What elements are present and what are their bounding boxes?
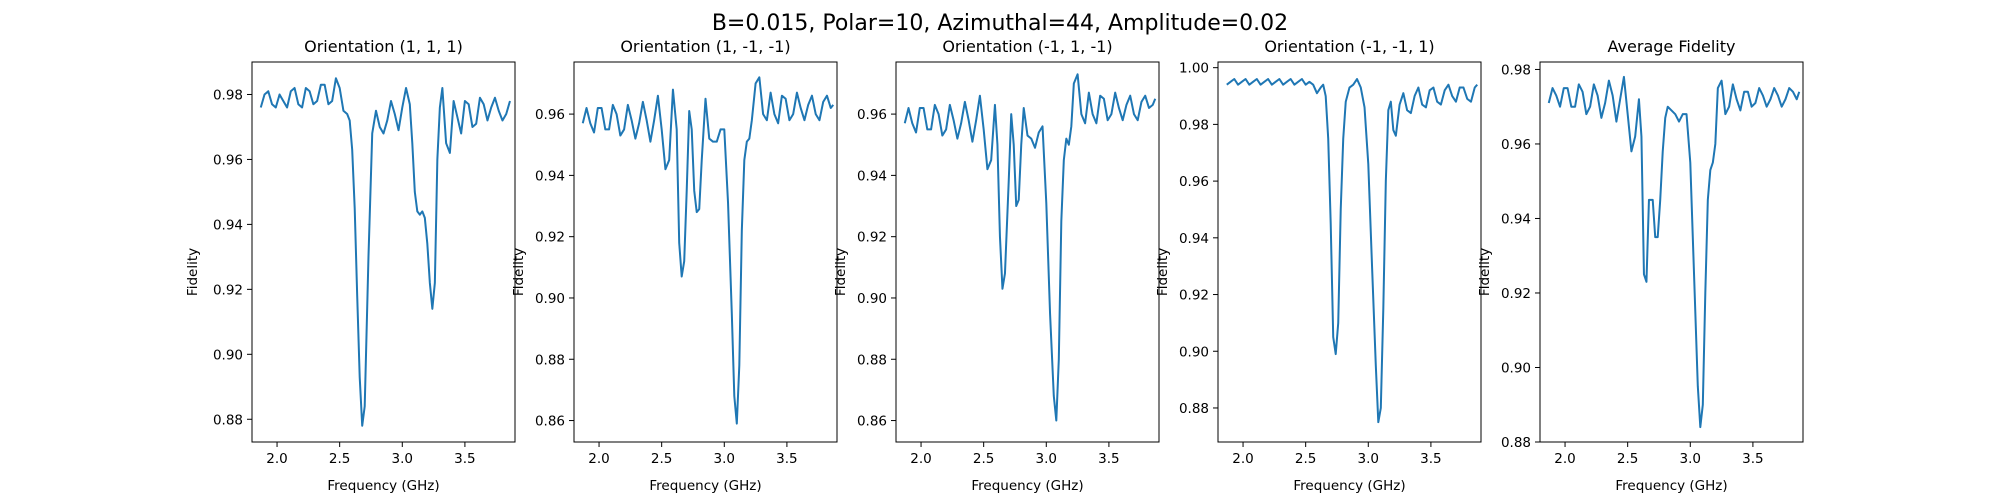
y-tick-label: 0.88 [213,412,243,428]
plot-area: 2.0 2.5 3.0 3.5 0.86 0.88 0.90 0.92 0.94 0.96 [857,61,1160,467]
series-line [259,77,511,427]
y-tick-label: 0.90 [1501,360,1531,376]
x-tick-label: 3.5 [1420,451,1441,467]
y-tick-label: 0.86 [857,414,887,430]
x-tick-label: 3.0 [1358,451,1379,467]
axes-frame [573,61,838,443]
y-tick-label: 0.94 [213,217,243,233]
y-tick-label: 0.90 [535,291,565,307]
plot-area: 2.0 2.5 3.0 3.5 0.88 0.90 0.92 0.94 0.96 0.98 1.00 [1179,61,1482,467]
x-tick-label: 2.5 [973,451,994,467]
x-tick-label: 2.0 [910,451,931,467]
y-tick-label: 0.98 [1501,62,1531,78]
series-line [1547,75,1801,429]
y-axis-label: Fidelity [833,248,849,296]
x-tick-label: 3.0 [1680,451,1701,467]
x-axis-label: Frequency (GHz) [1293,478,1405,494]
subplot: Orientation (1, 1, 1) Frequency (GHz) Fi… [185,37,516,494]
y-tick-label: 1.00 [1179,61,1209,77]
x-axis-label: Frequency (GHz) [971,478,1083,494]
y-tick-label: 0.88 [1501,435,1531,451]
x-tick-label: 3.0 [714,451,735,467]
y-axis-label: Fidelity [1477,248,1493,296]
y-tick-label: 0.96 [1501,137,1531,153]
y-tick-label: 0.92 [857,230,887,246]
y-tick-label: 0.88 [857,352,887,368]
y-tick-label: 0.96 [213,152,243,168]
x-tick-label: 2.0 [1554,451,1575,467]
y-tick-label: 0.90 [213,347,243,363]
subplot: Average Fidelity Frequency (GHz) Fidelit… [1477,37,1804,494]
y-axis-label: Fidelity [185,248,201,296]
plot-area: 2.0 2.5 3.0 3.5 0.88 0.90 0.92 0.94 0.96 0.98 [1501,61,1804,467]
y-tick-label: 0.96 [857,107,887,123]
x-tick-label: 3.0 [1036,451,1057,467]
y-tick-label: 0.94 [535,168,565,184]
axes-frame [1217,61,1482,443]
subplot: Orientation (-1, -1, 1) Frequency (GHz) … [1155,37,1482,494]
y-tick-label: 0.88 [1179,401,1209,417]
axes-frame [1539,61,1804,443]
subplot: Orientation (1, -1, -1) Frequency (GHz) … [511,37,838,494]
y-tick-label: 0.92 [1501,286,1531,302]
subplot-title: Orientation (-1, 1, -1) [942,37,1112,56]
y-tick-label: 0.90 [857,291,887,307]
y-axis-label: Fidelity [1155,248,1171,296]
y-tick-label: 0.90 [1179,344,1209,360]
figure-suptitle: B=0.015, Polar=10, Azimuthal=44, Amplitu… [712,11,1288,36]
subplot-title: Orientation (1, 1, 1) [304,37,463,56]
subplot-title: Orientation (-1, -1, 1) [1264,37,1434,56]
axes-frame [251,61,516,443]
y-tick-label: 0.94 [1179,231,1209,247]
y-tick-label: 0.98 [1179,117,1209,133]
x-axis-label: Frequency (GHz) [649,478,761,494]
plot-area: 2.0 2.5 3.0 3.5 0.86 0.88 0.90 0.92 0.94 0.96 [535,61,838,467]
series-line [903,73,1157,422]
x-tick-label: 3.0 [392,451,413,467]
subplot-title: Average Fidelity [1608,37,1736,56]
x-tick-label: 2.5 [329,451,350,467]
y-tick-label: 0.92 [535,230,565,246]
subplot: Orientation (-1, 1, -1) Frequency (GHz) … [833,37,1160,494]
x-tick-label: 3.5 [776,451,797,467]
y-tick-label: 0.96 [535,107,565,123]
x-axis-label: Frequency (GHz) [327,478,439,494]
axes-frame [895,61,1160,443]
x-tick-label: 2.0 [266,451,287,467]
y-tick-label: 0.92 [213,282,243,298]
subplot-title: Orientation (1, -1, -1) [620,37,790,56]
x-tick-label: 2.0 [1232,451,1253,467]
y-axis-label: Fidelity [511,248,527,296]
y-tick-label: 0.96 [1179,174,1209,190]
y-tick-label: 0.92 [1179,288,1209,304]
x-tick-label: 2.5 [1617,451,1638,467]
x-tick-label: 2.0 [588,451,609,467]
y-tick-label: 0.94 [857,168,887,184]
y-tick-label: 0.86 [535,414,565,430]
y-tick-label: 0.88 [535,352,565,368]
y-tick-label: 0.94 [1501,211,1531,227]
y-tick-label: 0.98 [213,87,243,103]
plot-area: 2.0 2.5 3.0 3.5 0.88 0.90 0.92 0.94 0.96 0.98 [213,61,516,467]
x-tick-label: 3.5 [1742,451,1763,467]
x-axis-label: Frequency (GHz) [1615,478,1727,494]
x-tick-label: 2.5 [1295,451,1316,467]
series-line [1226,78,1478,424]
series-line [581,76,835,425]
x-tick-label: 3.5 [1098,451,1119,467]
x-tick-label: 2.5 [651,451,672,467]
x-tick-label: 3.5 [454,451,475,467]
